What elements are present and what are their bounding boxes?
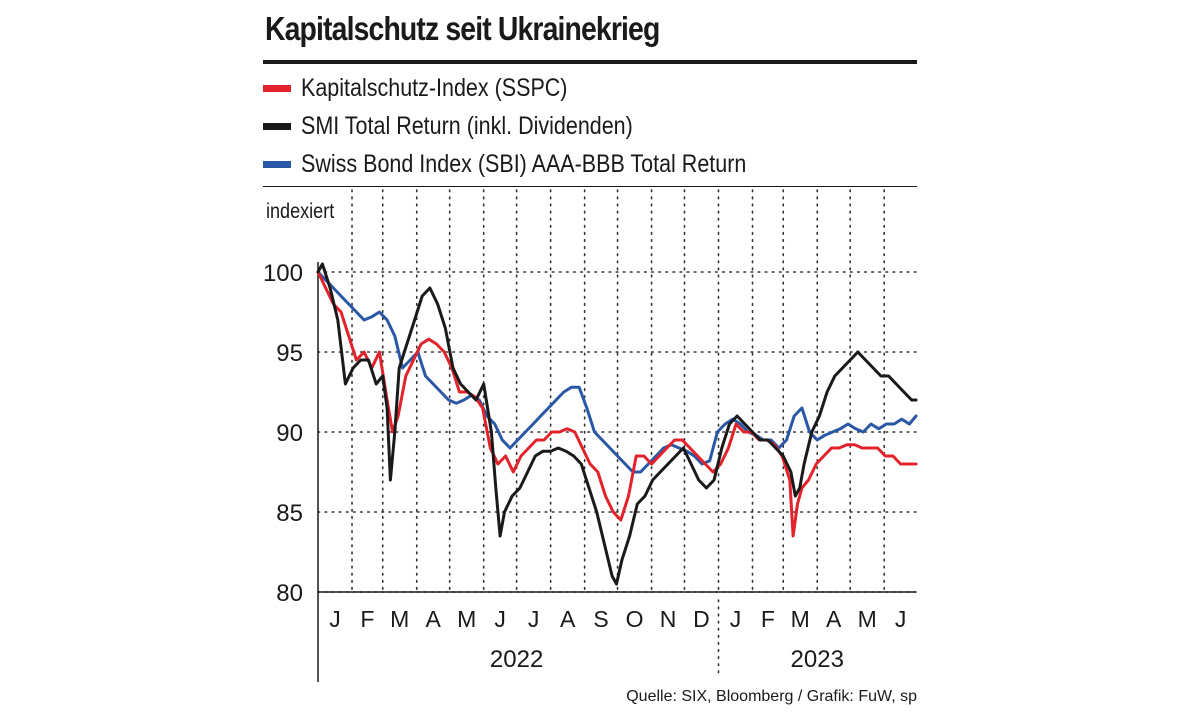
legend-item-sbi: Swiss Bond Index (SBI) AAA-BBB Total Ret…	[263, 148, 819, 180]
y-tick-label: 80	[276, 580, 303, 607]
year-label: 2023	[791, 646, 844, 673]
x-tick-label: M	[457, 606, 476, 632]
y-axis-label: indexiert	[266, 200, 335, 223]
y-tick-label: 90	[276, 420, 303, 447]
legend-label-smi: SMI Total Return (inkl. Dividenden)	[301, 111, 633, 140]
source-note: Quelle: SIX, Bloomberg / Grafik: FuW, sp	[626, 688, 917, 705]
x-tick-label: O	[626, 606, 644, 632]
series-line-1	[316, 262, 918, 586]
legend-item-sspc: Kapitalschutz-Index (SSPC)	[263, 72, 611, 104]
legend-label-sspc: Kapitalschutz-Index (SSPC)	[301, 73, 568, 102]
legend-swatch-sbi	[263, 160, 291, 168]
x-tick-label: A	[426, 606, 442, 632]
series-line-0	[316, 270, 918, 538]
legend-swatch-smi	[263, 122, 291, 130]
x-tick-label: J	[494, 606, 506, 632]
legend-swatch-sspc	[263, 84, 291, 92]
x-tick-label: A	[826, 606, 842, 632]
year-label: 2022	[490, 646, 543, 673]
x-tick-label: M	[858, 606, 877, 632]
x-tick-label: F	[360, 606, 374, 632]
y-tick-label: 85	[276, 500, 303, 527]
y-tick-label: 100	[263, 260, 303, 287]
x-tick-label: J	[528, 606, 540, 632]
legend-item-smi: SMI Total Return (inkl. Dividenden)	[263, 110, 687, 142]
x-tick-label: N	[660, 606, 677, 632]
x-tick-label: S	[593, 606, 608, 632]
x-tick-label: F	[761, 606, 775, 632]
x-tick-label: J	[895, 606, 907, 632]
x-tick-label: A	[560, 606, 576, 632]
x-tick-label: M	[791, 606, 810, 632]
x-tick-label: J	[730, 606, 742, 632]
chart-title: Kapitalschutz seit Ukrainekrieg	[265, 10, 660, 47]
legend-divider	[263, 186, 917, 187]
title-divider	[263, 60, 917, 64]
x-tick-label: M	[390, 606, 409, 632]
x-tick-label: D	[693, 606, 710, 632]
y-tick-label: 95	[276, 340, 303, 367]
legend-label-sbi: Swiss Bond Index (SBI) AAA-BBB Total Ret…	[301, 149, 747, 178]
x-tick-label: J	[329, 606, 341, 632]
